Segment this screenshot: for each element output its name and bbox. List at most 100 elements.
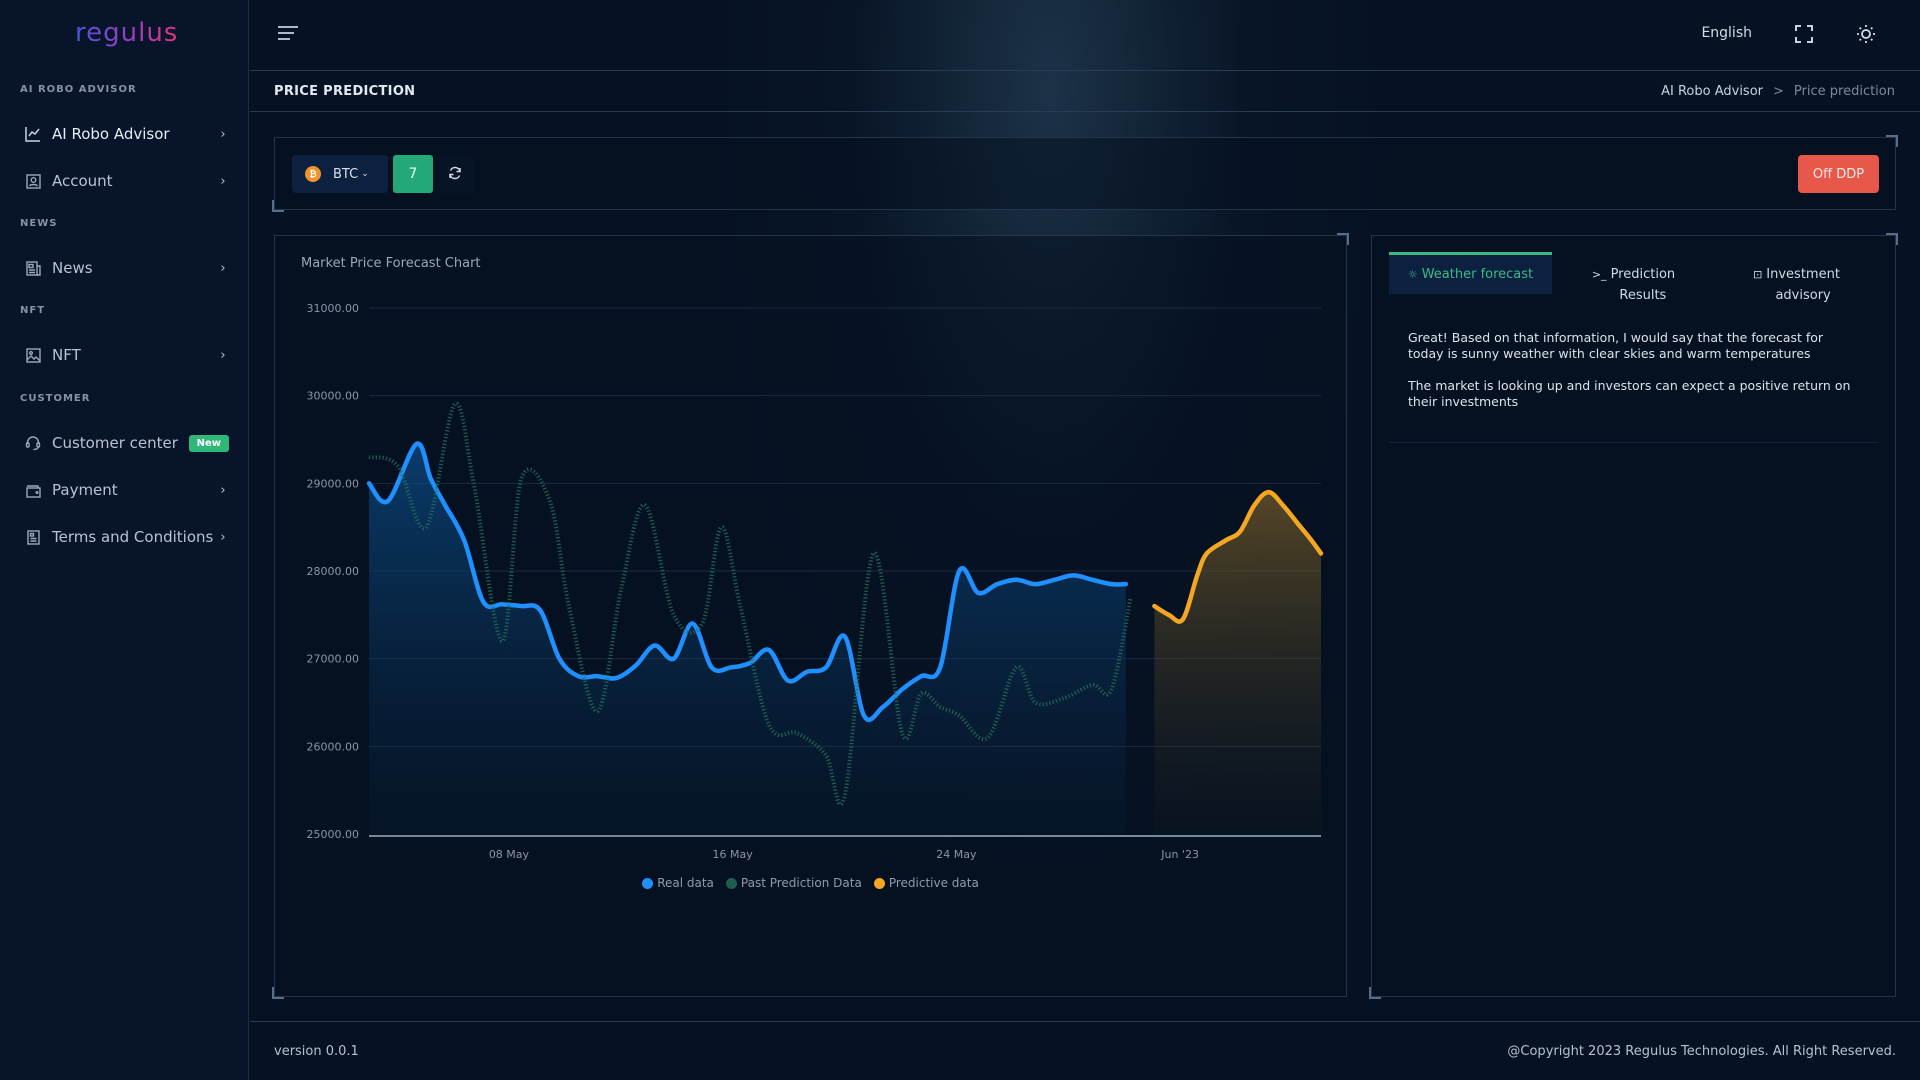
chevron-down-icon: ⌄ xyxy=(361,169,369,179)
new-badge: New xyxy=(188,434,229,452)
footer: version 0.0.1 @Copyright 2023 Regulus Te… xyxy=(250,1021,1920,1080)
chevron-right-icon: › xyxy=(220,482,226,498)
terminal-icon: >_ xyxy=(1591,268,1607,281)
svg-text:28000.00: 28000.00 xyxy=(307,565,360,578)
corner-decoration xyxy=(1886,135,1898,147)
series-past-prediction-data xyxy=(368,401,1133,807)
section-label-customer: CUSTOMER xyxy=(20,393,91,404)
market-paragraph: The market is looking up and investors c… xyxy=(1408,378,1851,409)
series-real-data xyxy=(366,441,1129,723)
info-card: ☼ Weather forecast >_ Prediction Results … xyxy=(1369,233,1898,999)
sidebar-item-label: AI Robo Advisor xyxy=(52,125,170,143)
tab-weather-forecast[interactable]: ☼ Weather forecast xyxy=(1389,252,1552,294)
corner-decoration xyxy=(1369,987,1381,999)
corner-decoration xyxy=(272,200,284,212)
sidebar-item-payment[interactable]: Payment › xyxy=(24,476,229,504)
page-header: PRICE PREDICTION AI Robo Advisor > Price… xyxy=(250,72,1920,112)
coin-select[interactable]: ₿ BTC ⌄ xyxy=(292,155,388,193)
corner-decoration xyxy=(1886,233,1898,245)
sidebar-item-label: News xyxy=(52,259,93,277)
tab-label: Weather forecast xyxy=(1421,267,1534,282)
sun-icon: ☼ xyxy=(1407,268,1418,281)
legend-dot-icon xyxy=(725,877,737,889)
bitcoin-icon: ₿ xyxy=(305,166,321,182)
legend-label: Past Prediction Data xyxy=(740,876,862,890)
legend-dot-icon xyxy=(873,877,885,889)
svg-text:25000.00: 25000.00 xyxy=(307,828,360,841)
off-ddp-button[interactable]: Off DDP xyxy=(1798,155,1879,193)
breadcrumb-item-current: Price prediction xyxy=(1793,84,1895,99)
svg-text:16 May: 16 May xyxy=(713,848,754,861)
price-forecast-chart[interactable]: 31000.00 30000.00 29000.00 28000.00 27000.00… xyxy=(275,236,1348,998)
coin-select-value: BTC xyxy=(333,166,359,182)
section-label-ai-robo-advisor: AI ROBO ADVISOR xyxy=(20,84,137,95)
user-card-icon xyxy=(24,172,42,190)
divider xyxy=(1389,442,1878,443)
svg-text:30000.00: 30000.00 xyxy=(307,390,360,403)
days-button[interactable]: 7 xyxy=(393,155,433,193)
svg-text:08 May: 08 May xyxy=(489,848,530,861)
legend-item-past-prediction[interactable]: Past Prediction Data xyxy=(725,876,862,890)
svg-text:27000.00: 27000.00 xyxy=(307,653,360,666)
menu-toggle-icon[interactable] xyxy=(278,26,298,42)
chevron-right-icon: › xyxy=(220,173,226,189)
copyright-text: @Copyright 2023 Regulus Technologies. Al… xyxy=(1507,1044,1896,1059)
breadcrumb-separator-icon: > xyxy=(1773,84,1784,99)
newspaper-icon xyxy=(24,259,42,277)
info-tabs: ☼ Weather forecast >_ Prediction Results … xyxy=(1389,252,1878,312)
sidebar-item-customer-center[interactable]: Customer center New xyxy=(24,429,229,457)
version-text: version 0.0.1 xyxy=(274,1044,359,1059)
svg-text:29000.00: 29000.00 xyxy=(307,477,360,490)
sidebar-item-label: Terms and Conditions xyxy=(52,528,214,546)
legend-item-predictive[interactable]: Predictive data xyxy=(873,876,979,890)
page-title: PRICE PREDICTION xyxy=(274,84,416,99)
legend-label: Predictive data xyxy=(888,876,979,890)
tab-label: Investment advisory xyxy=(1766,267,1840,303)
svg-text:31000.00: 31000.00 xyxy=(307,302,360,315)
series-predictive-data xyxy=(1152,489,1324,624)
toolbar-card: ₿ BTC ⌄ 7 Off DDP xyxy=(272,135,1898,212)
tab-prediction-results[interactable]: >_ Prediction Results xyxy=(1552,252,1715,312)
sidebar-item-account[interactable]: Account › xyxy=(24,167,229,195)
sun-icon[interactable] xyxy=(1856,24,1876,44)
wallet-icon xyxy=(24,481,42,499)
chevron-right-icon: › xyxy=(220,347,226,363)
logo[interactable]: regulus xyxy=(75,18,179,48)
language-selector[interactable]: English xyxy=(1701,25,1752,41)
headset-icon xyxy=(24,434,42,452)
tab-label: Prediction Results xyxy=(1610,267,1676,303)
section-label-news: NEWS xyxy=(20,218,58,229)
sidebar: regulus AI ROBO ADVISOR AI Robo Advisor … xyxy=(0,0,249,1080)
chevron-right-icon: › xyxy=(220,260,226,276)
legend-item-real-data[interactable]: Real data xyxy=(642,876,714,890)
refresh-icon xyxy=(448,165,462,184)
fullscreen-icon[interactable] xyxy=(1795,25,1813,43)
chevron-right-icon: › xyxy=(220,529,226,545)
legend-label: Real data xyxy=(657,876,714,890)
svg-text:24 May: 24 May xyxy=(936,848,977,861)
topbar: English xyxy=(250,0,1920,71)
forecast-paragraph: Great! Based on that information, I woul… xyxy=(1408,330,1824,361)
svg-text:Jun '23: Jun '23 xyxy=(1160,848,1199,861)
sidebar-item-label: Account xyxy=(52,172,113,190)
image-icon xyxy=(24,346,42,364)
corner-decoration xyxy=(272,987,284,999)
chart-line-icon xyxy=(24,125,42,143)
sidebar-item-nft[interactable]: NFT › xyxy=(24,341,229,369)
sidebar-item-label: NFT xyxy=(52,346,81,364)
chart-legend: Real data Past Prediction Data Predictiv… xyxy=(275,876,1346,890)
tab-investment-advisory[interactable]: ⊡ Investment advisory xyxy=(1715,252,1878,312)
section-label-nft: NFT xyxy=(20,305,46,316)
corner-decoration xyxy=(1337,233,1349,245)
sidebar-item-ai-robo-advisor[interactable]: AI Robo Advisor › xyxy=(24,120,229,148)
chart-title: Market Price Forecast Chart xyxy=(301,256,481,271)
breadcrumb-item-ai-robo-advisor[interactable]: AI Robo Advisor xyxy=(1661,84,1764,99)
message-icon: ⊡ xyxy=(1753,268,1763,281)
legend-dot-icon xyxy=(642,877,654,889)
sidebar-item-terms[interactable]: Terms and Conditions › xyxy=(24,523,229,551)
chart-card: Market Price Forecast Chart 31000.00 3000… xyxy=(272,233,1349,999)
sidebar-item-label: Customer center xyxy=(52,434,178,452)
refresh-button[interactable] xyxy=(437,155,473,193)
sidebar-item-label: Payment xyxy=(52,481,118,499)
sidebar-item-news[interactable]: News › xyxy=(24,254,229,282)
